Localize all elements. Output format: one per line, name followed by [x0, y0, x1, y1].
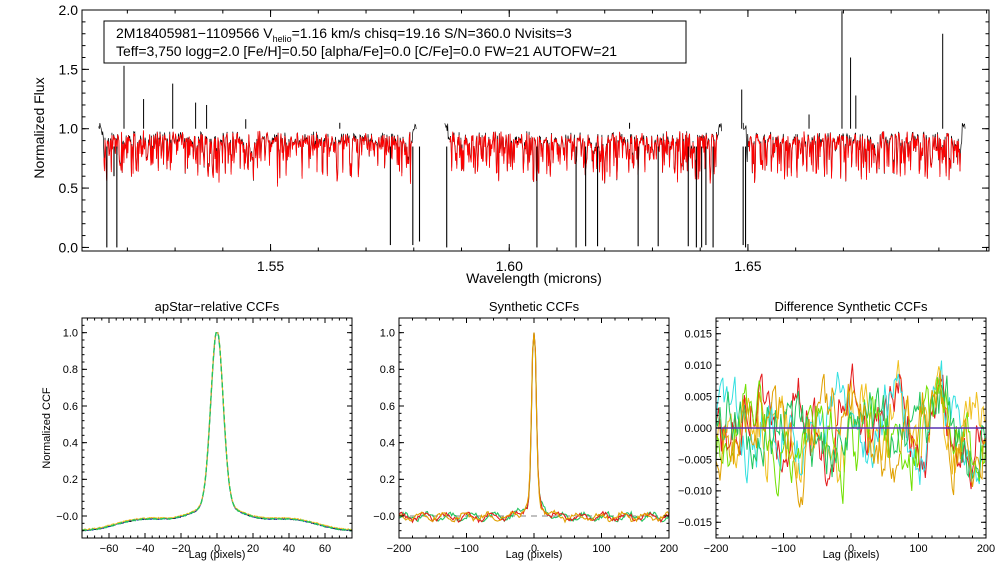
y-tick-label: 0.8: [63, 364, 78, 376]
synthetic-ccf-ticks: [398, 317, 670, 539]
y-tick-label: 0.010: [684, 360, 712, 372]
spectrum-tick-labels: 1.55 1.60 1.65 0.0 0.5 1.0 1.5 2.0: [59, 2, 762, 274]
x-tick-label: 40: [283, 543, 295, 555]
x-tick-label: 1.65: [734, 258, 761, 274]
model-spectrum-line: [449, 131, 718, 184]
x-tick-label: −40: [136, 543, 155, 555]
spectrum-x-label: Wavelength (microns): [466, 270, 602, 286]
difference-ccf-line-red: [715, 363, 987, 490]
difference-ccf-ticks: [715, 318, 987, 538]
difference-ccf-x-label: Lag (pixels): [823, 549, 880, 561]
y-tick-label: 0.4: [63, 438, 78, 450]
difference-ccf-line-orange: [715, 370, 987, 508]
y-tick-label: 1.0: [59, 121, 79, 137]
y-tick-label: 0.8: [380, 364, 395, 376]
observed-spectrum-line: [742, 122, 966, 183]
y-tick-label: 0.0: [59, 239, 79, 255]
y-tick-label: −0.0: [373, 511, 395, 523]
y-tick-label: −0.0: [56, 511, 78, 523]
y-tick-label: 2.0: [59, 2, 79, 18]
y-tick-label: 0.015: [684, 329, 712, 341]
apstar-ccf-line-blue: [81, 332, 353, 532]
y-tick-label: 0.5: [59, 180, 79, 196]
spectrum-frame: [81, 9, 990, 252]
synthetic-ccf-line-orange: [398, 332, 670, 524]
y-tick-label: 0.005: [684, 391, 712, 403]
info-line-2: Teff=3,750 logg=2.0 [Fe/H]=0.50 [alpha/F…: [116, 43, 617, 59]
x-tick-label: 20: [247, 543, 259, 555]
difference-ccf-title: Difference Synthetic CCFs: [775, 299, 928, 314]
synthetic-ccf-x-label: Lag (pixels): [506, 549, 563, 561]
synthetic-ccf-traces: [398, 332, 670, 524]
apstar-ccf-line-green: [81, 332, 353, 532]
x-tick-label: 100: [909, 543, 927, 555]
synthetic-ccf-line-green: [398, 332, 670, 523]
model-spectrum-line: [747, 131, 961, 184]
y-tick-label: 0.000: [684, 423, 712, 435]
x-tick-label: 0: [214, 543, 220, 555]
apstar-ccf-panel: apStar−relative CCFs −60 −40 −20 0 20 40 60 −0.…: [41, 299, 353, 561]
spectrum-traces: [98, 11, 966, 248]
apstar-ccf-ticks: [82, 317, 352, 539]
apstar-ccf-x-label: Lag (pixels): [189, 549, 246, 561]
y-tick-label: 0.2: [380, 474, 395, 486]
x-tick-label: −200: [704, 543, 729, 555]
y-tick-label: 0.2: [63, 474, 78, 486]
apstar-ccf-line-black: [81, 332, 353, 532]
synthetic-ccf-title: Synthetic CCFs: [489, 299, 580, 314]
spectrum-info-box: [103, 20, 687, 64]
x-tick-label: −60: [100, 543, 119, 555]
y-tick-label: −0.015: [678, 517, 712, 529]
apstar-ccf-y-label: Normalized CCF: [41, 387, 53, 469]
y-tick-label: 0.6: [380, 401, 395, 413]
x-tick-label: 0: [531, 543, 537, 555]
spectrum-y-label: Normalized Flux: [31, 77, 47, 178]
y-tick-label: −0.010: [678, 486, 712, 498]
apstar-ccf-tick-labels: −60 −40 −20 0 20 40 60 −0.0 0.2 0.4 0.6 0.8 1.0: [56, 328, 331, 555]
apstar-ccf-frame: [81, 317, 353, 539]
difference-ccf-panel: Difference Synthetic CCFs −200 −100 0 100 20…: [678, 299, 995, 561]
difference-ccf-traces: [715, 360, 987, 508]
x-tick-label: 0: [848, 543, 854, 555]
y-tick-label: 1.0: [380, 328, 395, 340]
x-tick-label: −100: [454, 543, 479, 555]
synthetic-ccf-tick-labels: −200 −100 0 100 200 −0.0 0.2 0.4 0.6 0.8 1.0: [373, 328, 678, 555]
apstar-ccf-line-yellow: [81, 332, 353, 531]
x-tick-label: −200: [387, 543, 412, 555]
y-tick-label: 0.4: [380, 438, 395, 450]
difference-ccf-tick-labels: −200 −100 0 100 200 −0.015 −0.010 −0.005 0.000 0.…: [678, 329, 995, 555]
apstar-ccf-title: apStar−relative CCFs: [155, 299, 280, 314]
model-spectrum-line: [103, 130, 412, 187]
x-tick-label: 1.60: [496, 258, 523, 274]
y-tick-label: 1.5: [59, 61, 79, 77]
y-tick-label: 1.0: [63, 328, 78, 340]
info-line-1: 2M18405981−1109566 Vhelio=1.16 km/s chis…: [116, 25, 572, 44]
y-tick-label: −0.005: [678, 454, 712, 466]
x-tick-label: 200: [977, 543, 995, 555]
synthetic-ccf-panel: Synthetic CCFs −200 −100 0 100 200 −0.0 0.2 0.4…: [373, 299, 678, 561]
synthetic-ccf-line-red: [398, 332, 670, 524]
x-tick-label: 200: [660, 543, 678, 555]
x-tick-label: −20: [172, 543, 191, 555]
x-tick-label: −100: [771, 543, 796, 555]
spectrum-panel: 1.55 1.60 1.65 0.0 0.5 1.0 1.5 2.0 2M18405981−1…: [31, 2, 990, 286]
x-tick-label: 1.55: [257, 258, 284, 274]
x-tick-label: 60: [319, 543, 331, 555]
spectrum-ticks: [82, 9, 989, 251]
apstar-ccf-traces: [81, 332, 353, 532]
synthetic-ccf-frame: [398, 317, 670, 539]
y-tick-label: 0.6: [63, 401, 78, 413]
x-tick-label: 100: [592, 543, 610, 555]
